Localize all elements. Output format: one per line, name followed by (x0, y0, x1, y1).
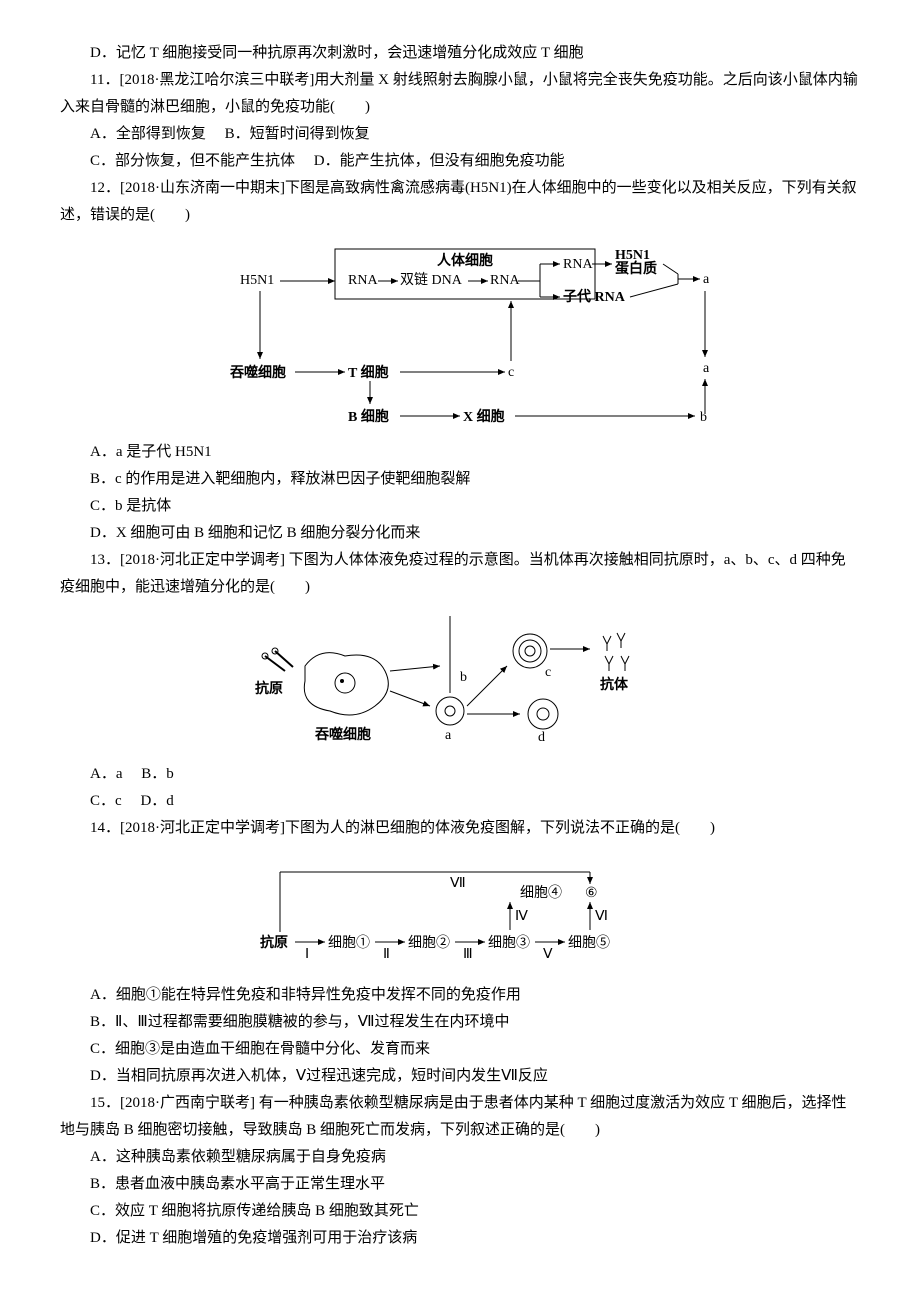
q14-cell1: 细胞① (328, 935, 370, 951)
q14-antigen: 抗原 (260, 934, 288, 951)
q14-circ6: ⑥ (585, 886, 598, 901)
q14-IV: Ⅳ (515, 909, 528, 924)
q12-label-a2: a (703, 361, 710, 376)
q12-C: C．b 是抗体 (60, 493, 860, 520)
q12-dsDNA: 双链 DNA (400, 272, 463, 288)
q12-humanCell: 人体细胞 (437, 252, 493, 269)
q12-Bcell: B 细胞 (348, 408, 389, 425)
q14-C: C．细胞③是由造血干细胞在骨髓中分化、发育而来 (60, 1036, 860, 1063)
q14-diagram: 抗原 Ⅰ 细胞① Ⅱ 细胞② Ⅲ 细胞③ Ⅴ 细胞⑤ Ⅳ 细胞④ Ⅵ ⑥ Ⅶ (250, 852, 670, 972)
q14-II: Ⅱ (383, 947, 390, 962)
q12-stem: 12．[2018·山东济南一中期末]下图是高致病性禽流感病毒(H5N1)在人体细… (60, 175, 860, 229)
q15-B: B．患者血液中胰岛素水平高于正常生理水平 (60, 1171, 860, 1198)
q14-A: A．细胞①能在特异性免疫和非特异性免疫中发挥不同的免疫作用 (60, 982, 860, 1009)
q13-c: c (545, 665, 551, 680)
q15-C: C．效应 T 细胞将抗原传递给胰岛 B 细胞致其死亡 (60, 1198, 860, 1225)
q14-D: D．当相同抗原再次进入机体，Ⅴ过程迅速完成，短时间内发生Ⅶ反应 (60, 1063, 860, 1090)
q13-optB: B．b (141, 766, 174, 782)
q12-Xcell: X 细胞 (463, 408, 505, 425)
q13-optA: A．a (90, 766, 123, 782)
q14-I: Ⅰ (305, 947, 309, 962)
q12-label-a: a (703, 272, 710, 287)
q11-C: C．部分恢复，但不能产生抗体 (90, 153, 295, 169)
q14-VI: Ⅵ (595, 909, 608, 924)
q14-stem: 14．[2018·河北正定中学调考]下图为人的淋巴细胞的体液免疫图解，下列说法不… (60, 815, 860, 842)
q12-RNA3: RNA (563, 257, 593, 272)
q12-D: D．X 细胞可由 B 细胞和记忆 B 细胞分裂分化而来 (60, 520, 860, 547)
q11-D: D．能产生抗体，但没有细胞免疫功能 (314, 153, 565, 169)
q15-A: A．这种胰岛素依赖型糖尿病属于自身免疫病 (60, 1144, 860, 1171)
q13-stem: 13．[2018·河北正定中学调考] 下图为人体体液免疫过程的示意图。当机体再次… (60, 547, 860, 601)
q15-stem: 15．[2018·广西南宁联考] 有一种胰岛素依赖型糖尿病是由于患者体内某种 T… (60, 1090, 860, 1144)
q11-stem: 11．[2018·黑龙江哈尔滨三中联考]用大剂量 X 射线照射去胸腺小鼠，小鼠将… (60, 67, 860, 121)
q12-RNA1: RNA (348, 273, 378, 288)
q14-B: B．Ⅱ、Ⅲ过程都需要细胞膜糖被的参与，Ⅶ过程发生在内环境中 (60, 1009, 860, 1036)
q13-a: a (445, 728, 452, 743)
q12-diagram: 人体细胞 H5N1 RNA 双链 DNA RNA RNA H5N1 蛋白质 子代… (200, 239, 720, 429)
q13-optAB: A．a B．b (60, 761, 860, 788)
q13-phago: 吞噬细胞 (315, 726, 371, 743)
q12-H5N1-prot2: 蛋白质 (615, 260, 657, 277)
q13-antibody: 抗体 (600, 676, 629, 693)
q14-cell3: 细胞③ (488, 935, 530, 951)
q13-antigen: 抗原 (255, 680, 283, 697)
q13-b: b (460, 670, 467, 685)
q14-cell5: 细胞⑤ (568, 935, 610, 951)
q14-cell2: 细胞② (408, 935, 450, 951)
q14-III: Ⅲ (463, 947, 473, 962)
q12-label-b: b (700, 410, 707, 425)
q11-A: A．全部得到恢复 (90, 126, 206, 142)
q13-diagram: 抗原 吞噬细胞 a b c 抗体 d (245, 611, 675, 751)
q13-optD: D．d (140, 793, 173, 809)
q12-RNA2: RNA (490, 273, 520, 288)
q13-optC: C．c (90, 793, 122, 809)
q11-optAB: A．全部得到恢复 B．短暂时间得到恢复 (60, 121, 860, 148)
q12-A: A．a 是子代 H5N1 (60, 439, 860, 466)
q15-D: D．促进 T 细胞增殖的免疫增强剂可用于治疗该病 (60, 1225, 860, 1252)
q12-phago: 吞噬细胞 (230, 364, 286, 381)
q13-optCD: C．c D．d (60, 788, 860, 815)
q14-cell4: 细胞④ (520, 885, 562, 901)
q12-Tcell: T 细胞 (348, 364, 389, 381)
q13-d: d (538, 730, 545, 745)
q12-label-c: c (508, 365, 514, 380)
q12-H5N1-left: H5N1 (240, 273, 274, 288)
q11-optCD: C．部分恢复，但不能产生抗体 D．能产生抗体，但没有细胞免疫功能 (60, 148, 860, 175)
q11-B: B．短暂时间得到恢复 (225, 126, 370, 142)
q10-optD: D．记忆 T 细胞接受同一种抗原再次刺激时，会迅速增殖分化成效应 T 细胞 (60, 40, 860, 67)
q14-V: Ⅴ (543, 947, 553, 962)
q12-progenyRNA: 子代 RNA (563, 288, 626, 305)
q12-H5N1-prot1: H5N1 (615, 248, 650, 263)
q14-VII: Ⅶ (450, 876, 466, 891)
q12-B: B．c 的作用是进入靶细胞内，释放淋巴因子使靶细胞裂解 (60, 466, 860, 493)
